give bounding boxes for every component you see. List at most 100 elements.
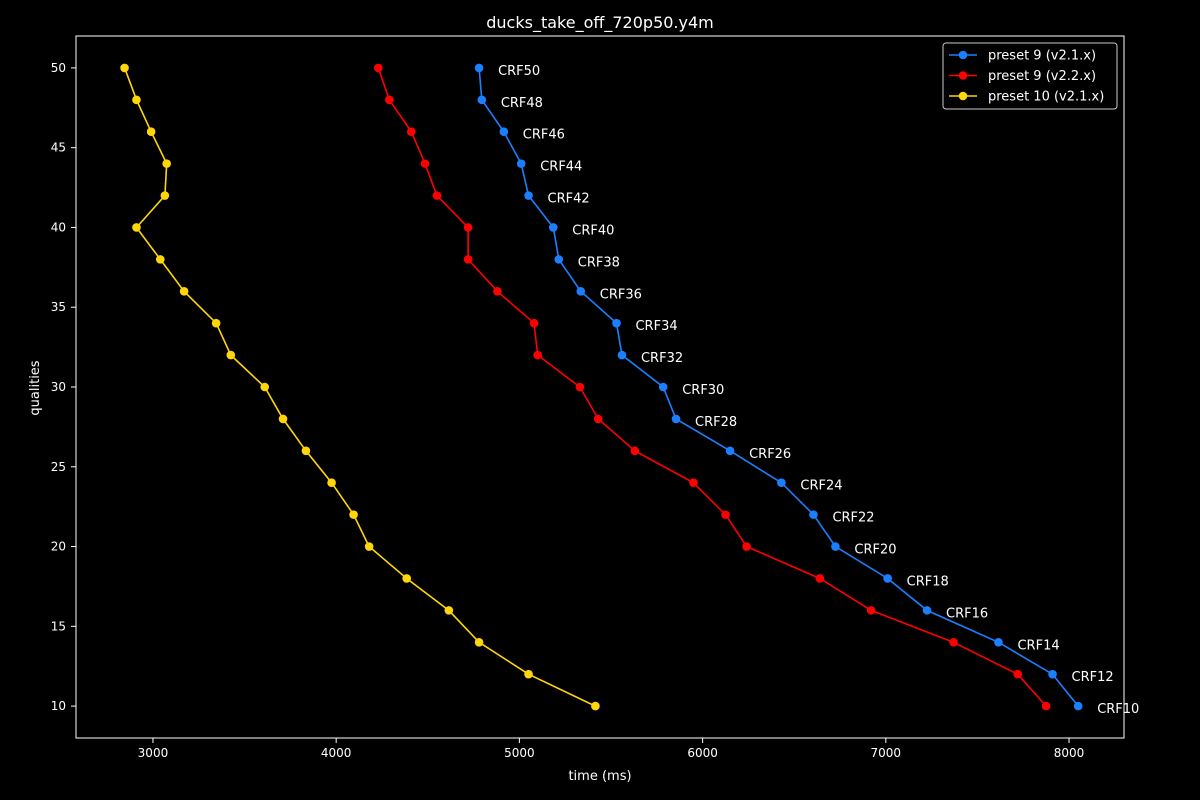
- data-point: [658, 382, 668, 392]
- data-point: [132, 95, 141, 105]
- point-label: CRF50: [498, 64, 540, 79]
- point-label: CRF28: [695, 415, 737, 430]
- data-point: [994, 637, 1003, 647]
- data-point: [548, 223, 558, 232]
- point-label: CRF14: [1017, 638, 1059, 653]
- data-point: [146, 127, 156, 137]
- point-label: CRF20: [854, 543, 896, 558]
- x-axis-label: time (ms): [568, 769, 631, 784]
- y-tick-label: 10: [51, 699, 66, 713]
- data-point: [1013, 669, 1023, 679]
- data-point: [493, 286, 502, 296]
- data-point: [211, 318, 221, 328]
- data-point: [777, 478, 786, 488]
- x-tick-label: 5000: [504, 746, 535, 760]
- point-label: CRF46: [523, 128, 565, 143]
- data-point: [402, 574, 412, 583]
- y-axis-label: qualities: [28, 360, 43, 415]
- point-label: CRF12: [1072, 670, 1114, 685]
- data-point: [162, 159, 171, 168]
- data-point: [721, 510, 730, 519]
- data-point: [809, 510, 818, 519]
- data-point: [949, 637, 958, 647]
- data-point: [612, 318, 621, 328]
- legend-label: preset 9 (v2.1.x): [988, 49, 1096, 64]
- data-point: [617, 350, 627, 360]
- data-point: [593, 414, 603, 424]
- legend-marker: [958, 91, 968, 101]
- y-tick-label: 15: [51, 619, 66, 633]
- data-point: [474, 63, 484, 73]
- data-point: [349, 510, 358, 519]
- data-point: [866, 606, 876, 615]
- point-label: CRF16: [946, 606, 988, 621]
- data-point: [524, 191, 533, 200]
- data-point: [499, 127, 509, 137]
- data-point: [160, 191, 170, 200]
- point-label: CRF18: [907, 574, 949, 589]
- data-point: [444, 606, 454, 615]
- data-point: [725, 446, 735, 456]
- data-point: [883, 574, 892, 583]
- x-tick-label: 8000: [1054, 746, 1085, 760]
- data-point: [591, 701, 600, 711]
- y-tick-label: 50: [51, 61, 66, 75]
- data-point: [831, 542, 840, 551]
- y-tick-label: 30: [51, 380, 66, 394]
- data-point: [742, 542, 751, 551]
- y-tick-label: 40: [51, 220, 66, 234]
- legend-marker: [958, 50, 968, 60]
- point-label: CRF26: [749, 447, 791, 462]
- chart-title: ducks_take_off_720p50.y4m: [486, 13, 714, 33]
- data-point: [529, 318, 539, 328]
- data-point: [463, 223, 473, 232]
- data-point: [474, 637, 484, 647]
- point-label: CRF34: [635, 319, 677, 334]
- data-point: [406, 127, 416, 137]
- point-label: CRF10: [1097, 702, 1139, 717]
- data-point: [630, 446, 640, 456]
- legend-box: [942, 42, 1118, 110]
- point-label: CRF40: [572, 223, 614, 238]
- data-point: [260, 382, 270, 392]
- data-point: [815, 574, 825, 583]
- data-point: [364, 542, 374, 551]
- y-tick-label: 35: [51, 300, 66, 314]
- data-point: [516, 159, 526, 168]
- x-tick-label: 4000: [321, 746, 352, 760]
- plot-frame: [75, 35, 1125, 739]
- data-point: [1073, 701, 1083, 711]
- point-label: CRF42: [548, 192, 590, 207]
- legend-label: preset 9 (v2.2.x): [988, 69, 1096, 84]
- point-label: CRF36: [600, 287, 642, 302]
- data-point: [179, 286, 189, 296]
- data-point: [432, 191, 442, 200]
- point-label: CRF22: [832, 511, 874, 526]
- legend-marker: [958, 71, 968, 80]
- y-tick-label: 25: [51, 460, 66, 474]
- data-point: [226, 350, 236, 360]
- data-point: [301, 446, 311, 456]
- data-point: [533, 350, 543, 360]
- data-point: [327, 478, 336, 488]
- point-label: CRF24: [800, 479, 842, 494]
- data-point: [575, 382, 585, 392]
- data-point: [120, 63, 129, 73]
- point-label: CRF44: [540, 160, 582, 175]
- data-point: [671, 414, 681, 424]
- data-point: [689, 478, 698, 488]
- data-point: [1041, 701, 1051, 711]
- data-point: [576, 286, 586, 296]
- data-point: [374, 63, 383, 73]
- data-point: [554, 255, 564, 264]
- data-point: [132, 223, 141, 232]
- point-label: CRF48: [501, 96, 543, 111]
- point-label: CRF38: [578, 255, 620, 270]
- data-point: [278, 414, 288, 424]
- x-tick-label: 7000: [871, 746, 902, 760]
- legend-label: preset 10 (v2.1.x): [988, 90, 1104, 105]
- x-tick-label: 3000: [138, 746, 169, 760]
- data-point: [420, 159, 430, 168]
